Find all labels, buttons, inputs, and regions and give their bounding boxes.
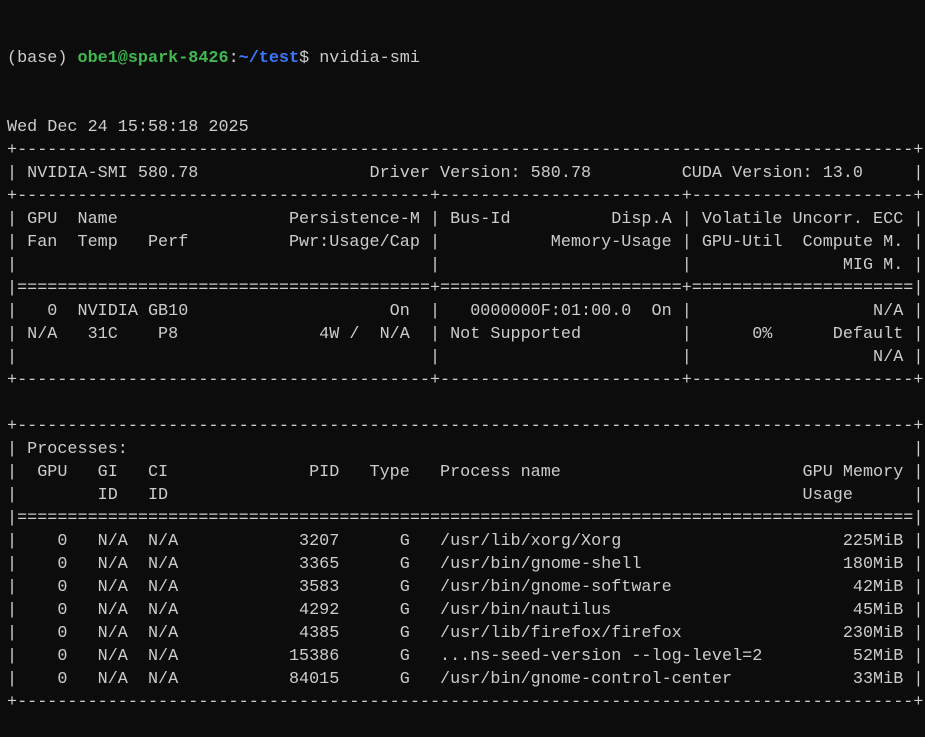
nvidia-smi-output: Wed Dec 24 15:58:18 2025 +---------------… <box>7 116 925 714</box>
output-line: | 0 N/A N/A 4292 G /usr/bin/nautilus 45M… <box>7 601 924 620</box>
output-line: | 0 N/A N/A 15386 G ...ns-seed-version -… <box>7 647 924 666</box>
command: nvidia-smi <box>319 49 420 68</box>
output-line: | GPU Name Persistence-M | Bus-Id Disp.A… <box>7 210 924 229</box>
output-line: | NVIDIA-SMI 580.78 Driver Version: 580.… <box>7 164 924 183</box>
output-line: | GPU GI CI PID Type Process name GPU Me… <box>7 463 924 482</box>
output-line: |=======================================… <box>7 279 924 298</box>
prompt-symbol: $ <box>299 49 320 68</box>
output-line: | 0 N/A N/A 3207 G /usr/lib/xorg/Xorg 22… <box>7 532 924 551</box>
output-line: | Processes: | <box>7 440 924 459</box>
output-line: | Fan Temp Perf Pwr:Usage/Cap | Memory-U… <box>7 233 924 252</box>
output-line: | 0 N/A N/A 3365 G /usr/bin/gnome-shell … <box>7 555 924 574</box>
output-line: | ID ID Usage | <box>7 486 924 505</box>
output-line: +---------------------------------------… <box>7 141 924 160</box>
output-line: | | | MIG M. | <box>7 256 924 275</box>
current-path: ~/test <box>238 49 300 68</box>
output-line: |=======================================… <box>7 509 924 528</box>
timestamp-line: Wed Dec 24 15:58:18 2025 <box>7 118 249 137</box>
output-line: | N/A 31C P8 4W / N/A | Not Supported | … <box>7 325 924 344</box>
output-line: +---------------------------------------… <box>7 417 924 436</box>
prompt-separator: : <box>228 49 239 68</box>
user-host: obe1@spark-8426 <box>77 49 229 68</box>
output-line <box>7 392 925 415</box>
output-line: +---------------------------------------… <box>7 371 924 390</box>
prompt-line: (base) obe1@spark-8426:~/test$ nvidia-sm… <box>7 47 925 70</box>
output-line: +---------------------------------------… <box>7 693 924 712</box>
conda-env: (base) <box>7 49 78 68</box>
output-line: | | | N/A | <box>7 348 924 367</box>
output-line: | 0 NVIDIA GB10 On | 0000000F:01:00.0 On… <box>7 302 924 321</box>
output-line: | 0 N/A N/A 84015 G /usr/bin/gnome-contr… <box>7 670 924 689</box>
output-line: | 0 N/A N/A 3583 G /usr/bin/gnome-softwa… <box>7 578 924 597</box>
output-line: +---------------------------------------… <box>7 187 924 206</box>
output-line: | 0 N/A N/A 4385 G /usr/lib/firefox/fire… <box>7 624 924 643</box>
